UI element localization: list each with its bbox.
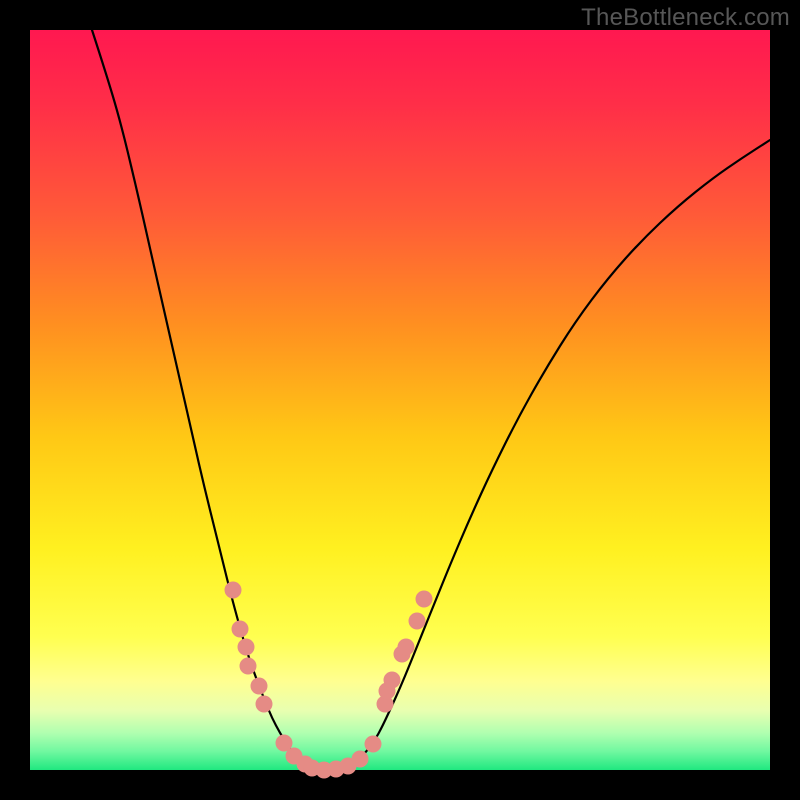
marker-points xyxy=(225,582,433,779)
marker-point xyxy=(251,678,268,695)
marker-point xyxy=(409,613,426,630)
marker-point xyxy=(365,736,382,753)
marker-point xyxy=(225,582,242,599)
marker-point xyxy=(398,639,415,656)
marker-point xyxy=(240,658,257,675)
marker-point xyxy=(384,672,401,689)
marker-point xyxy=(238,639,255,656)
marker-point xyxy=(416,591,433,608)
bottleneck-curve xyxy=(92,30,770,770)
watermark-text: TheBottleneck.com xyxy=(581,4,790,32)
marker-point xyxy=(256,696,273,713)
chart-layer xyxy=(30,30,770,770)
marker-point xyxy=(352,751,369,768)
plot-area xyxy=(30,30,770,770)
marker-point xyxy=(232,621,249,638)
